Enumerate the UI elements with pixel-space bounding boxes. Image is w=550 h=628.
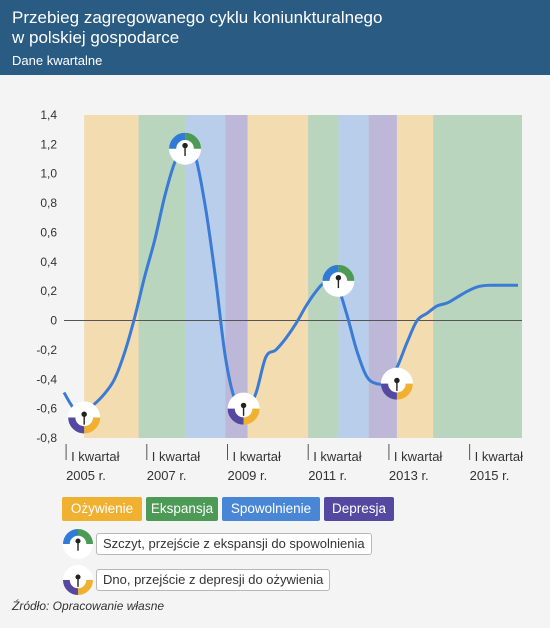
y-tick-label: 1,0 bbox=[40, 167, 57, 181]
y-tick-label: 1,4 bbox=[40, 108, 57, 122]
peak-marker bbox=[63, 529, 93, 559]
y-tick-label: 0,4 bbox=[40, 255, 57, 269]
legend-label: Spowolnienie bbox=[230, 501, 312, 516]
trough-marker-dot bbox=[240, 402, 247, 409]
trough-marker-arc bbox=[243, 408, 260, 425]
trough-icon bbox=[63, 565, 93, 595]
peak-marker-dot bbox=[182, 142, 188, 149]
x-tick-year: 2011 r. bbox=[308, 468, 347, 483]
phase-band-ekspansja bbox=[138, 115, 186, 438]
peak-marker-arc bbox=[169, 132, 186, 150]
trough-marker-arc bbox=[77, 579, 93, 595]
peak-marker-dot bbox=[335, 274, 342, 281]
x-tick-year: 2009 r. bbox=[227, 468, 267, 483]
trough-marker-arc bbox=[83, 417, 101, 434]
trough-marker-dot bbox=[394, 377, 400, 384]
peak-note-label: Szczyt, przejście z ekspansji do spowoln… bbox=[96, 533, 372, 555]
x-tick-label: I kwartał bbox=[71, 449, 120, 464]
trough-marker-arc bbox=[380, 383, 398, 400]
series-line bbox=[62, 146, 518, 414]
peak-marker-arc bbox=[338, 264, 355, 282]
y-tick-label: -0,4 bbox=[36, 372, 57, 386]
title-line1: Przebieg zagregowanego cyklu koniunktura… bbox=[12, 8, 383, 27]
peak-marker-arc bbox=[77, 529, 93, 545]
peak-icon bbox=[63, 529, 93, 559]
y-tick-label: 0 bbox=[50, 314, 57, 328]
source-note: Źródło: Opracowanie własne bbox=[12, 599, 165, 613]
x-tick-label: I kwartał bbox=[313, 449, 362, 464]
phase-band-spowolnienie bbox=[185, 115, 226, 438]
chart: 1,4 1,2 1,0 0,8 0,6 0,4 0,2 0 -0,2 -0,4 -0,6 -0,8 I… bbox=[36, 108, 524, 483]
y-tick-label: -0,2 bbox=[36, 343, 57, 357]
peak-marker bbox=[322, 264, 355, 297]
trough-marker-dot bbox=[75, 574, 81, 580]
y-tick-label: 0,6 bbox=[40, 225, 57, 239]
y-tick-label: -0,6 bbox=[36, 402, 57, 416]
peak-marker-arc bbox=[63, 529, 79, 545]
peak-marker-arc bbox=[184, 132, 202, 150]
phase-band-ozywienie bbox=[84, 115, 139, 438]
x-tick-label: I kwartał bbox=[152, 449, 201, 464]
y-tick-label: -0,8 bbox=[36, 431, 57, 445]
trough-marker-arc bbox=[396, 383, 413, 400]
y-tick-label: 0,2 bbox=[40, 284, 57, 298]
x-tick-label: I kwartał bbox=[394, 449, 443, 464]
trough-marker bbox=[68, 401, 101, 434]
peak-marker-arc bbox=[322, 264, 339, 282]
trough-marker bbox=[380, 367, 413, 400]
x-tick-label: I kwartał bbox=[475, 449, 524, 464]
x-tick-label: I kwartał bbox=[232, 449, 281, 464]
subtitle: Dane kwartalne bbox=[12, 53, 103, 68]
legend-label: Ożywienie bbox=[70, 501, 134, 516]
legend-ozywienie: Ożywienie bbox=[62, 497, 142, 521]
trough-marker bbox=[227, 392, 260, 425]
legend-label: Ekspansja bbox=[150, 501, 214, 516]
legend-depresja: Depresja bbox=[324, 497, 394, 521]
legend-spowolnienie: Spowolnienie bbox=[222, 497, 320, 521]
trough-note-label: Dno, przejście z depresji do ożywienia bbox=[96, 569, 331, 591]
header: Przebieg zagregowanego cyklu koniunktura… bbox=[0, 0, 550, 75]
title-line2: w polskiej gospodarce bbox=[12, 28, 180, 47]
x-tick-year: 2005 r. bbox=[66, 468, 106, 483]
x-tick-year: 2007 r. bbox=[147, 468, 187, 483]
trough-marker bbox=[63, 565, 93, 595]
trough-marker-dot bbox=[81, 411, 87, 417]
peak-marker-dot bbox=[75, 538, 81, 544]
y-tick-label: 1,2 bbox=[40, 137, 57, 151]
legend-ekspansja: Ekspansja bbox=[146, 497, 218, 521]
trough-marker-arc bbox=[68, 417, 85, 434]
peak-marker bbox=[169, 132, 202, 165]
trough-marker-arc bbox=[63, 579, 79, 595]
phase-band-ekspansja bbox=[433, 115, 522, 438]
phase-band-depresja bbox=[225, 115, 248, 438]
y-tick-label: 0,8 bbox=[40, 196, 57, 210]
x-tick-year: 2015 r. bbox=[470, 468, 510, 483]
legend-label: Depresja bbox=[331, 501, 387, 516]
x-tick-year: 2013 r. bbox=[389, 468, 429, 483]
trough-marker-arc bbox=[227, 408, 244, 425]
